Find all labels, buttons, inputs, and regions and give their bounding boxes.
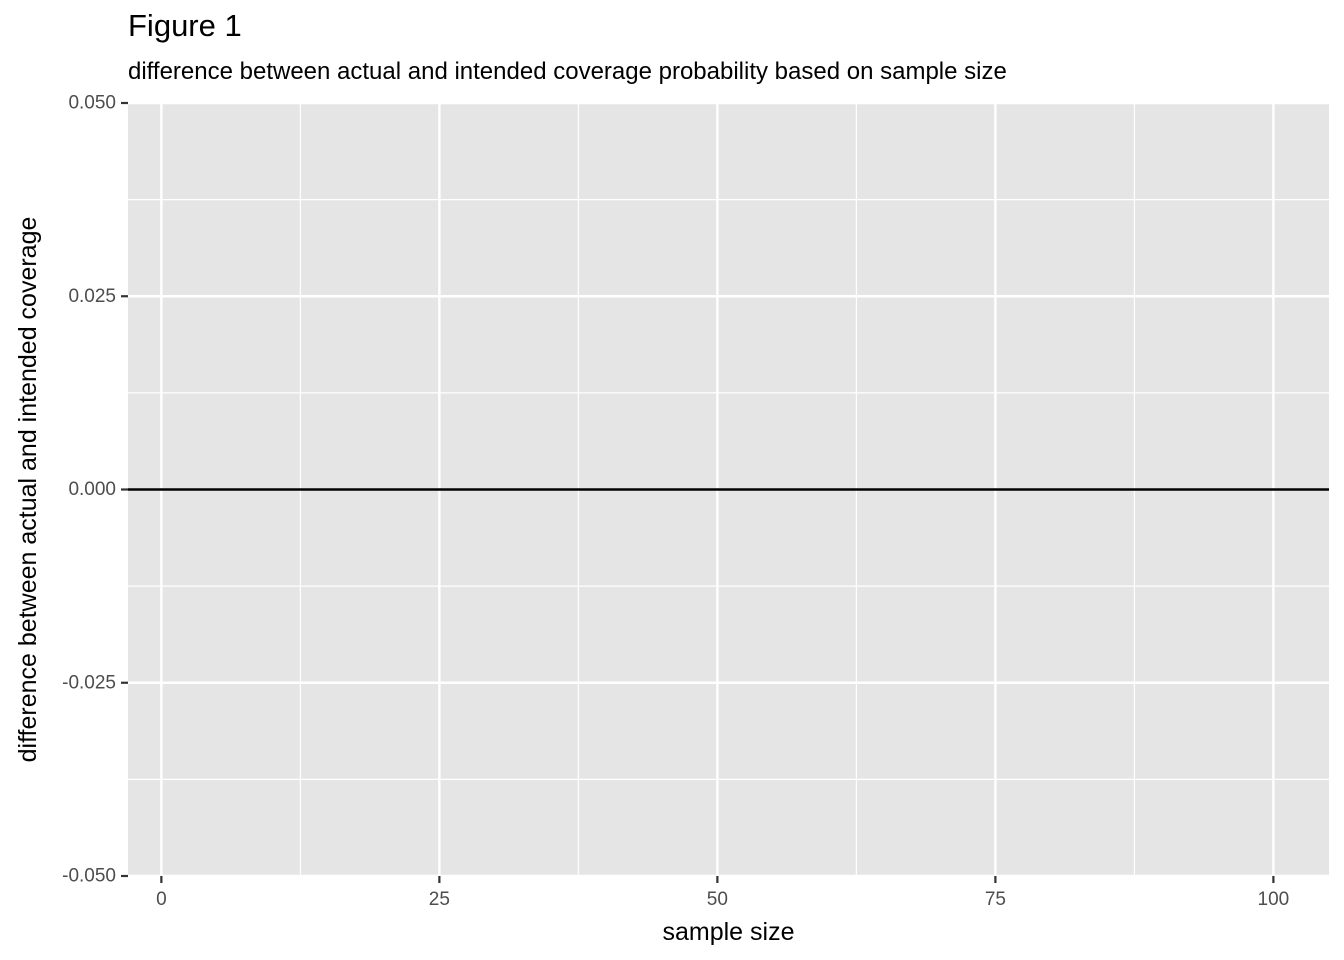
y-axis-title: difference between actual and intended c… [14,217,42,763]
y-tick-label: -0.025 [62,672,116,693]
y-axis: -0.050 -0.025 0.000 0.025 0.050 [62,93,128,887]
x-axis: 0 25 50 75 100 [156,876,1289,910]
y-tick-label: 0.050 [68,93,116,114]
y-tick-label: 0.025 [68,286,116,307]
y-tick-label: 0.000 [68,479,116,500]
x-tick-label: 100 [1258,889,1290,910]
x-tick-label: 25 [429,889,450,910]
x-axis-title: sample size [663,918,795,946]
chart-subtitle: difference between actual and intended c… [128,58,1007,85]
x-tick-label: 0 [156,889,167,910]
chart-title: Figure 1 [128,8,242,43]
x-tick-label: 75 [985,889,1006,910]
y-tick-label: -0.050 [62,866,116,887]
x-tick-label: 50 [707,889,728,910]
